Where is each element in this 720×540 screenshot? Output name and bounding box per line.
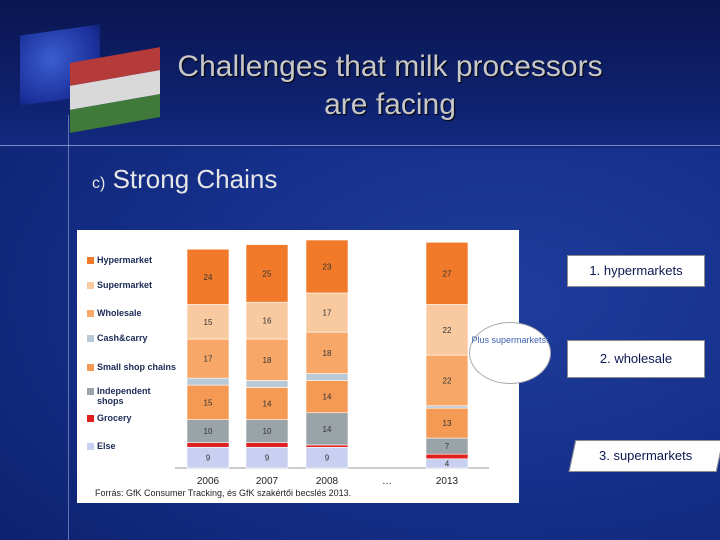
bar-segment bbox=[305, 412, 349, 446]
bar-segment bbox=[425, 453, 469, 460]
data-label: 23 bbox=[323, 262, 332, 271]
legend-label: Independent shops bbox=[97, 386, 151, 406]
bar-segment bbox=[425, 242, 469, 305]
legend-label: Wholesale bbox=[97, 308, 142, 318]
x-tick-label: 2013 bbox=[436, 476, 459, 487]
divider-vertical bbox=[68, 115, 69, 540]
callout-wholesale: 2. wholesale bbox=[567, 340, 705, 378]
legend-swatch bbox=[87, 335, 94, 343]
data-label: 4 bbox=[445, 459, 450, 468]
data-label: 9 bbox=[325, 454, 330, 463]
bar-segment bbox=[425, 304, 469, 356]
legend-swatch bbox=[87, 388, 94, 396]
bar-segment bbox=[245, 338, 289, 381]
data-label: 13 bbox=[443, 419, 452, 428]
legend-swatch bbox=[87, 364, 94, 372]
legend-label: Hypermarket bbox=[97, 255, 153, 265]
data-label: 14 bbox=[263, 400, 272, 409]
data-label: 22 bbox=[443, 326, 452, 335]
legend-item: Small shop chains bbox=[87, 362, 176, 372]
title-line-2: are facing bbox=[324, 88, 456, 121]
bubble-text: Plus supermarkets! bbox=[471, 335, 549, 345]
bar-segment bbox=[245, 301, 289, 340]
bar-segment bbox=[305, 239, 349, 294]
source-note: Forrás: GfK Consumer Tracking, és GfK sz… bbox=[95, 488, 352, 498]
data-label: 14 bbox=[323, 425, 332, 434]
legend-label: Cash&carry bbox=[97, 333, 148, 343]
data-label: 16 bbox=[263, 317, 272, 326]
bar-segment bbox=[305, 331, 349, 374]
callout-supermarkets: 3. supermarkets bbox=[568, 440, 720, 472]
legend-swatch bbox=[87, 310, 94, 318]
title-line-1: Challenges that milk processors bbox=[177, 50, 603, 83]
legend-label: Supermarket bbox=[97, 280, 153, 290]
data-label: 25 bbox=[263, 269, 272, 278]
chart-panel: Hypermarket Supermarket Wholesale Cash&carr… bbox=[77, 230, 519, 503]
data-label: 22 bbox=[443, 376, 452, 385]
legend-label: Grocery bbox=[97, 413, 132, 423]
bar-segment bbox=[186, 338, 230, 379]
bar-segment bbox=[305, 292, 349, 333]
bar-segment bbox=[305, 444, 349, 448]
bar-segment bbox=[186, 248, 230, 305]
data-label: 17 bbox=[204, 355, 213, 364]
bar-segment bbox=[245, 442, 289, 448]
legend-item: Else bbox=[87, 441, 116, 451]
bar-segment bbox=[305, 380, 349, 414]
data-label: 17 bbox=[323, 309, 332, 318]
data-label: 15 bbox=[204, 318, 213, 327]
legend-item: Cash&carry bbox=[87, 333, 148, 343]
data-label: 15 bbox=[204, 398, 213, 407]
data-label: 10 bbox=[263, 427, 272, 436]
x-tick-label: … bbox=[382, 476, 392, 487]
bar-segment bbox=[245, 244, 289, 303]
x-tick-label: 2006 bbox=[197, 476, 220, 487]
data-label: 10 bbox=[204, 427, 213, 436]
legend-item: Grocery bbox=[87, 413, 132, 423]
data-label: 7 bbox=[445, 442, 450, 451]
bar-segment bbox=[186, 442, 230, 448]
bar-segment bbox=[245, 380, 289, 388]
bar-segment bbox=[186, 377, 230, 386]
data-label: 18 bbox=[263, 356, 272, 365]
slide-title: Challenges that milk processors are faci… bbox=[60, 48, 720, 124]
x-tick-label: 2008 bbox=[316, 476, 339, 487]
bar-segment bbox=[425, 405, 469, 409]
data-label: 9 bbox=[265, 454, 270, 463]
legend-swatch bbox=[87, 415, 94, 423]
subtitle-text: Strong Chains bbox=[112, 164, 278, 194]
x-tick-label: 2007 bbox=[256, 476, 279, 487]
data-label: 18 bbox=[323, 349, 332, 358]
callout-hypermarkets: 1. hypermarkets bbox=[567, 255, 705, 287]
legend-swatch bbox=[87, 282, 94, 290]
bar-segment bbox=[245, 387, 289, 420]
data-label: 9 bbox=[206, 454, 211, 463]
bar-segment bbox=[305, 373, 349, 381]
divider-horizontal bbox=[0, 145, 720, 146]
legend-item: Independent shops bbox=[87, 386, 157, 406]
bar-segment bbox=[186, 384, 230, 420]
legend-item: Wholesale bbox=[87, 308, 142, 318]
legend-label: Else bbox=[97, 441, 116, 451]
legend-label: Small shop chains bbox=[97, 362, 177, 372]
legend-item: Supermarket bbox=[87, 280, 152, 290]
legend-swatch bbox=[87, 443, 94, 451]
legend-item: Hypermarket bbox=[87, 255, 152, 265]
bar-segment bbox=[425, 354, 469, 407]
data-label: 14 bbox=[323, 393, 332, 402]
bubble-plus-supermarkets: Plus supermarkets! bbox=[469, 322, 551, 384]
legend-swatch bbox=[87, 257, 94, 265]
data-label: 24 bbox=[204, 273, 213, 282]
slide-subtitle: c) Strong Chains bbox=[92, 164, 277, 195]
bar-segment bbox=[186, 304, 230, 340]
callout-supermarkets-label: 3. supermarkets bbox=[599, 448, 693, 463]
data-label: 27 bbox=[443, 269, 452, 278]
bar-segment bbox=[425, 407, 469, 439]
subtitle-letter: c) bbox=[92, 175, 106, 192]
stacked-bar-chart: 9 10 15 17 15 24 2006 9 10 14 18 16 25 2007 9 14 14 18 17 2… bbox=[175, 239, 489, 487]
